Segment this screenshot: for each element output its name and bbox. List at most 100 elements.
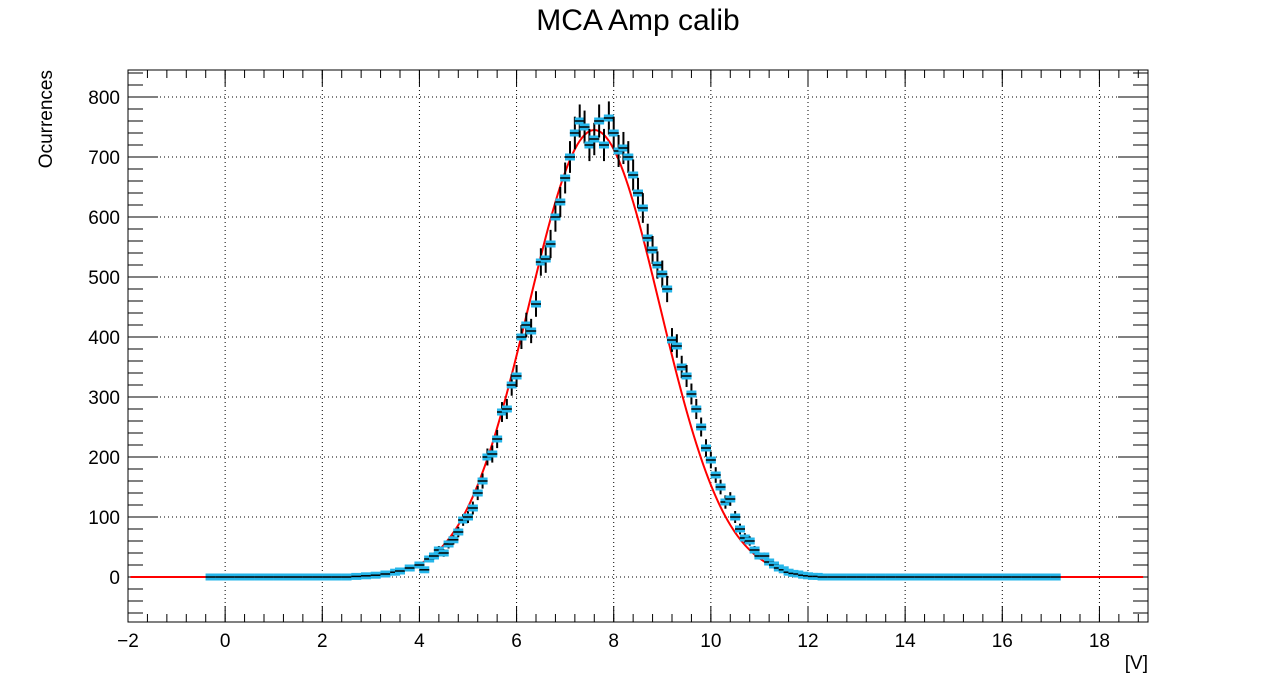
data-point — [735, 523, 745, 535]
data-point — [1021, 573, 1032, 581]
data-point — [579, 110, 590, 144]
y-tick-label: 100 — [88, 508, 120, 529]
data-point — [516, 325, 527, 349]
data-point — [312, 573, 323, 581]
x-tick-label: −2 — [117, 631, 139, 652]
x-tick-label: 16 — [992, 631, 1013, 652]
data-point — [438, 549, 449, 557]
data-point — [895, 573, 906, 581]
data-point — [215, 573, 226, 581]
data-point — [589, 122, 600, 156]
y-tick-label: 400 — [88, 328, 120, 349]
data-point — [623, 141, 634, 173]
x-tick-label: 12 — [797, 631, 818, 652]
data-point — [934, 573, 945, 581]
data-point — [331, 573, 342, 581]
data-point — [293, 573, 303, 581]
data-point — [637, 193, 648, 223]
data-point — [905, 573, 915, 581]
data-point — [404, 564, 415, 572]
data-point — [671, 334, 682, 358]
data-point — [914, 573, 925, 581]
data-point — [759, 552, 770, 560]
chart-title: MCA Amp calib — [536, 4, 740, 37]
fit-curve-layer — [130, 128, 1144, 578]
data-point — [584, 128, 595, 162]
data-point — [827, 573, 838, 581]
data-point — [550, 202, 561, 232]
data-point — [691, 398, 702, 420]
data-point — [856, 573, 867, 581]
x-tick-label: 8 — [608, 631, 619, 652]
fit-curve — [130, 128, 1144, 578]
data-point — [283, 573, 294, 581]
data-point — [963, 573, 974, 581]
data-point — [341, 573, 352, 581]
data-point — [657, 260, 668, 288]
x-axis-title: [V] — [1125, 653, 1148, 674]
data-point — [924, 573, 935, 581]
data-point — [205, 573, 216, 581]
data-point — [701, 439, 711, 457]
data-point — [302, 573, 313, 581]
y-axis-title: Ocurrences — [36, 70, 57, 168]
data-point — [715, 479, 726, 495]
data-point — [973, 573, 983, 581]
data-point — [599, 128, 609, 162]
data-point — [885, 573, 896, 581]
data-point — [540, 245, 551, 273]
plot-frame — [127, 69, 1149, 623]
y-tick-label: 200 — [88, 448, 120, 469]
data-point — [710, 467, 721, 483]
data-point — [662, 275, 673, 303]
data-point — [545, 229, 556, 259]
axis-ticks — [127, 70, 1148, 622]
data-point — [705, 451, 716, 469]
data-point — [526, 318, 537, 344]
data-point — [837, 573, 847, 581]
data-point — [463, 511, 473, 523]
grid-lines — [127, 70, 1148, 622]
data-point — [263, 573, 274, 581]
data-point — [501, 398, 512, 420]
data-point — [574, 104, 585, 138]
data-point — [361, 572, 371, 580]
x-tick-label: 4 — [414, 631, 425, 652]
data-point — [1011, 573, 1022, 581]
y-tick-label: 0 — [109, 568, 120, 589]
data-point — [744, 536, 755, 546]
tick-labels: −2 0 2 4 6 8 10 12 14 16 18 0 100 200 300 400 500 600 700 8… — [88, 88, 1110, 652]
data-point — [244, 573, 255, 581]
data-point — [1031, 573, 1042, 581]
data-point — [866, 573, 877, 581]
data-point — [380, 570, 391, 578]
data-point — [322, 573, 333, 581]
data-point — [467, 501, 478, 515]
data-point — [448, 535, 459, 545]
data-point — [555, 187, 566, 217]
data-point — [492, 429, 503, 449]
data-point — [419, 566, 430, 574]
data-point — [603, 101, 614, 135]
data-point — [487, 445, 498, 463]
y-tick-label: 500 — [88, 268, 120, 289]
x-tick-label: 14 — [895, 631, 917, 652]
data-point — [982, 573, 993, 581]
data-point — [1050, 573, 1061, 581]
x-tick-label: 10 — [700, 631, 721, 652]
data-point — [846, 573, 857, 581]
x-tick-label: 0 — [220, 631, 231, 652]
data-point — [633, 177, 643, 209]
data-point — [594, 104, 605, 138]
data-point — [725, 492, 736, 506]
data-point — [225, 573, 235, 581]
x-tick-label: 2 — [317, 631, 328, 652]
data-point — [273, 573, 284, 581]
data-point — [1041, 573, 1051, 581]
y-tick-label: 800 — [88, 88, 120, 109]
data-point — [628, 159, 639, 191]
data-point — [681, 365, 692, 387]
data-point — [234, 573, 245, 581]
data-point — [477, 473, 488, 489]
